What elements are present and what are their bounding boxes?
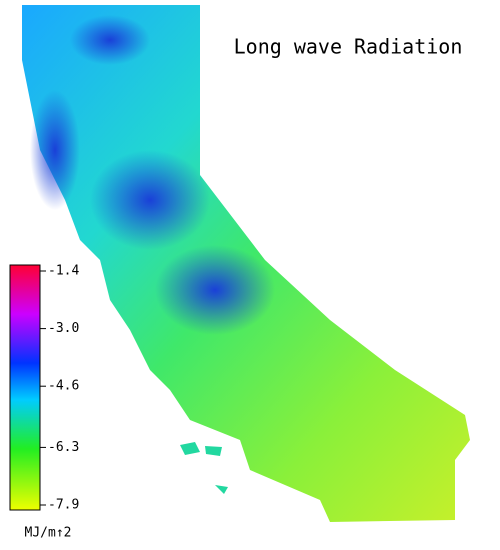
tick-label: -6.3 xyxy=(48,440,79,455)
tick-label: -7.9 xyxy=(48,498,79,513)
color-bar xyxy=(9,264,41,511)
tick-label: -4.6 xyxy=(48,379,79,394)
tick-label: -1.4 xyxy=(48,264,79,279)
color-bar-ticks: -1.4 -3.0 -4.6 -6.3 -7.9 xyxy=(40,264,79,513)
tick-label: -3.0 xyxy=(48,321,79,336)
map-title: Long wave Radiation xyxy=(234,35,463,59)
unit-label: MJ/m↑2 xyxy=(25,526,72,541)
california-map xyxy=(22,5,470,522)
